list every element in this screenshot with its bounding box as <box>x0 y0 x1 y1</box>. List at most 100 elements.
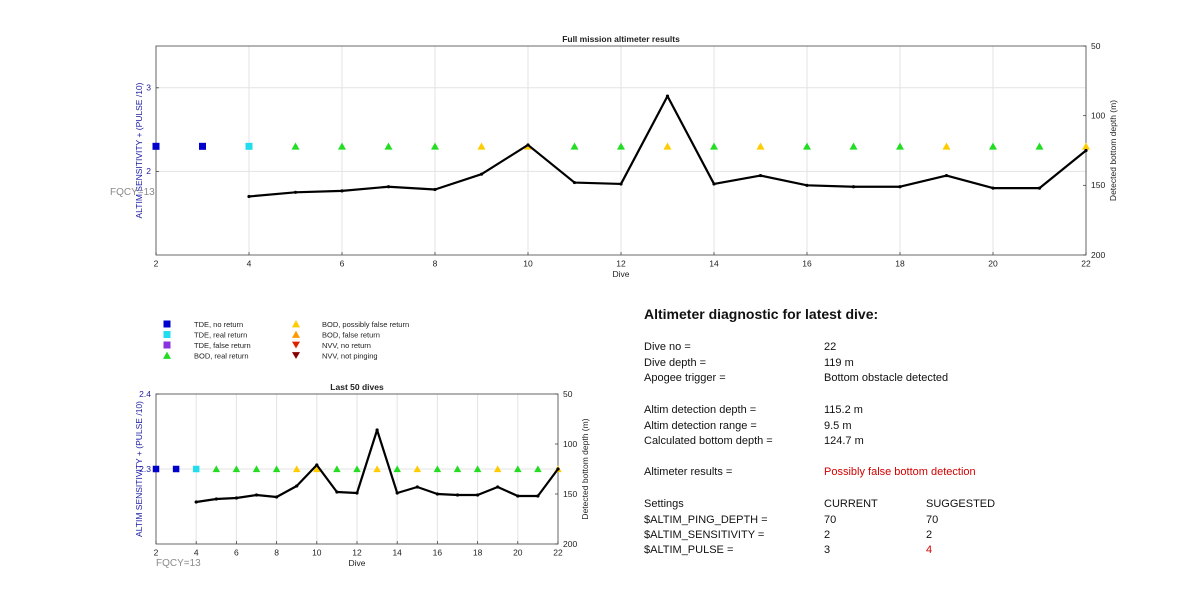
marker-triangle-down <box>292 341 300 349</box>
bottom-depth-point <box>395 491 399 495</box>
x-tick-label: 8 <box>433 259 438 269</box>
bottom-depth-point <box>712 182 716 186</box>
ping-depth-suggested: 70 <box>926 514 939 526</box>
bottom-depth-point <box>247 194 251 199</box>
current-header: CURRENT <box>824 498 878 510</box>
bottom-depth-point <box>944 173 949 178</box>
suggested-header: SUGGESTED <box>926 498 996 510</box>
x-tick-label: 20 <box>513 548 523 558</box>
marker-triangle-up <box>433 465 442 473</box>
marker-triangle-up <box>163 351 171 359</box>
bottom-depth-point <box>526 143 530 147</box>
marker-triangle-up <box>896 142 904 150</box>
x-tick-label: 14 <box>392 548 402 558</box>
marker-square <box>152 465 160 473</box>
marker-triangle-down <box>292 352 300 359</box>
marker-triangle-up <box>473 465 482 473</box>
fqcy-label: FQCY=13 <box>110 187 155 198</box>
marker-square <box>245 142 253 150</box>
x-tick-label: 22 <box>553 548 563 558</box>
pulse-current: 3 <box>824 544 831 556</box>
x-tick-label: 8 <box>274 548 279 558</box>
apogee-value: Bottom obstacle detected <box>824 372 949 384</box>
calc-depth-label: Calculated bottom depth = <box>644 435 773 447</box>
bottom-depth-point <box>254 493 259 497</box>
marker-triangle-up <box>849 142 858 150</box>
bottom-depth-point <box>1084 148 1088 153</box>
marker-triangle-up <box>431 142 439 150</box>
sensitivity-suggested: 2 <box>926 529 933 541</box>
marker-triangle-up <box>534 465 542 473</box>
marker-square <box>172 465 180 473</box>
marker-triangle-up <box>989 142 997 150</box>
bottom-depth-point <box>516 494 520 498</box>
x-tick-label: 4 <box>194 548 199 558</box>
altim-depth-label: Altim detection depth = <box>644 404 757 416</box>
marker-triangle-up <box>710 142 718 150</box>
bottom-depth-point <box>805 183 809 187</box>
bottom-depth-point <box>355 491 359 495</box>
marker-triangle-up <box>373 465 381 473</box>
chart-title: Last 50 dives <box>330 382 384 392</box>
x-axis-label: Dive <box>612 269 629 279</box>
marker-triangle-up <box>514 465 522 473</box>
bottom-chart: 2 4 6 8 10 12 14 16 18 20 22 2.3 2.4 50 100 150 200 Last … <box>134 382 590 569</box>
sensitivity-label: $ALTIM_SENSITIVITY = <box>644 529 765 541</box>
bottom-depth-point <box>335 490 339 494</box>
bottom-depth-point <box>415 485 419 489</box>
y2-tick-label: 150 <box>1091 180 1105 190</box>
bottom-depth-point <box>234 496 238 500</box>
marker-triangle-up <box>338 142 346 150</box>
y2-tick-label: 100 <box>1091 111 1105 121</box>
x-tick-label: 10 <box>312 548 322 558</box>
marker-triangle-up <box>942 142 951 150</box>
calc-depth-value: 124.7 m <box>824 435 864 447</box>
y2-tick-label: 100 <box>563 439 577 449</box>
ping-depth-label: $ALTIM_PING_DEPTH = <box>644 514 768 526</box>
marker-triangle-up <box>313 465 321 473</box>
results-value: Possibly false bottom detection <box>824 466 976 478</box>
marker-triangle-up <box>291 142 300 150</box>
marker-triangle-up <box>453 465 462 473</box>
bottom-depth-point <box>194 500 198 504</box>
bottom-depth-point <box>572 180 577 185</box>
altim-range-label: Altim detection range = <box>644 420 757 432</box>
pulse-label: $ALTIM_PULSE = <box>644 544 734 556</box>
apogee-label: Apogee trigger = <box>644 372 726 384</box>
marker-triangle-up <box>384 142 393 150</box>
bottom-depth-point <box>386 185 391 189</box>
bottom-depth-point <box>758 173 763 178</box>
y-tick-label: 2.3 <box>139 464 151 474</box>
marker-triangle-up <box>333 465 341 473</box>
bottom-depth-point <box>295 484 299 488</box>
legend-label: BOD, false return <box>322 331 380 340</box>
marker-triangle-up <box>393 465 401 473</box>
bottom-depth-point <box>898 185 902 189</box>
y2-tick-label: 200 <box>563 539 577 549</box>
x-tick-label: 22 <box>1081 259 1091 269</box>
x-tick-label: 10 <box>523 259 533 269</box>
x-tick-label: 4 <box>247 259 252 269</box>
x-tick-label: 12 <box>616 259 626 269</box>
marker-triangle-up <box>1035 142 1044 150</box>
marker-triangle-up <box>803 142 811 150</box>
y2-tick-label: 50 <box>1091 41 1101 51</box>
bottom-depth-point <box>1037 186 1042 190</box>
marker-triangle-up <box>663 142 672 150</box>
marker-triangle-up <box>292 320 300 328</box>
y2-tick-label: 150 <box>563 489 577 499</box>
y-tick-label: 2.4 <box>139 389 151 399</box>
bottom-depth-point <box>479 172 484 176</box>
bottom-depth-point <box>665 94 670 98</box>
legend-label: TDE, real return <box>194 331 247 340</box>
y-tick-label: 3 <box>146 83 151 93</box>
marker-triangle-up <box>617 142 625 150</box>
x-tick-label: 2 <box>154 548 159 558</box>
marker-triangle-up <box>292 330 300 338</box>
diagnostic-title: Altimeter diagnostic for latest dive: <box>644 306 879 322</box>
y2-axis-label: Detected bottom depth (m) <box>580 418 590 519</box>
x-tick-label: 14 <box>709 259 719 269</box>
pulse-suggested: 4 <box>926 544 933 556</box>
bottom-depth-point <box>536 494 540 498</box>
